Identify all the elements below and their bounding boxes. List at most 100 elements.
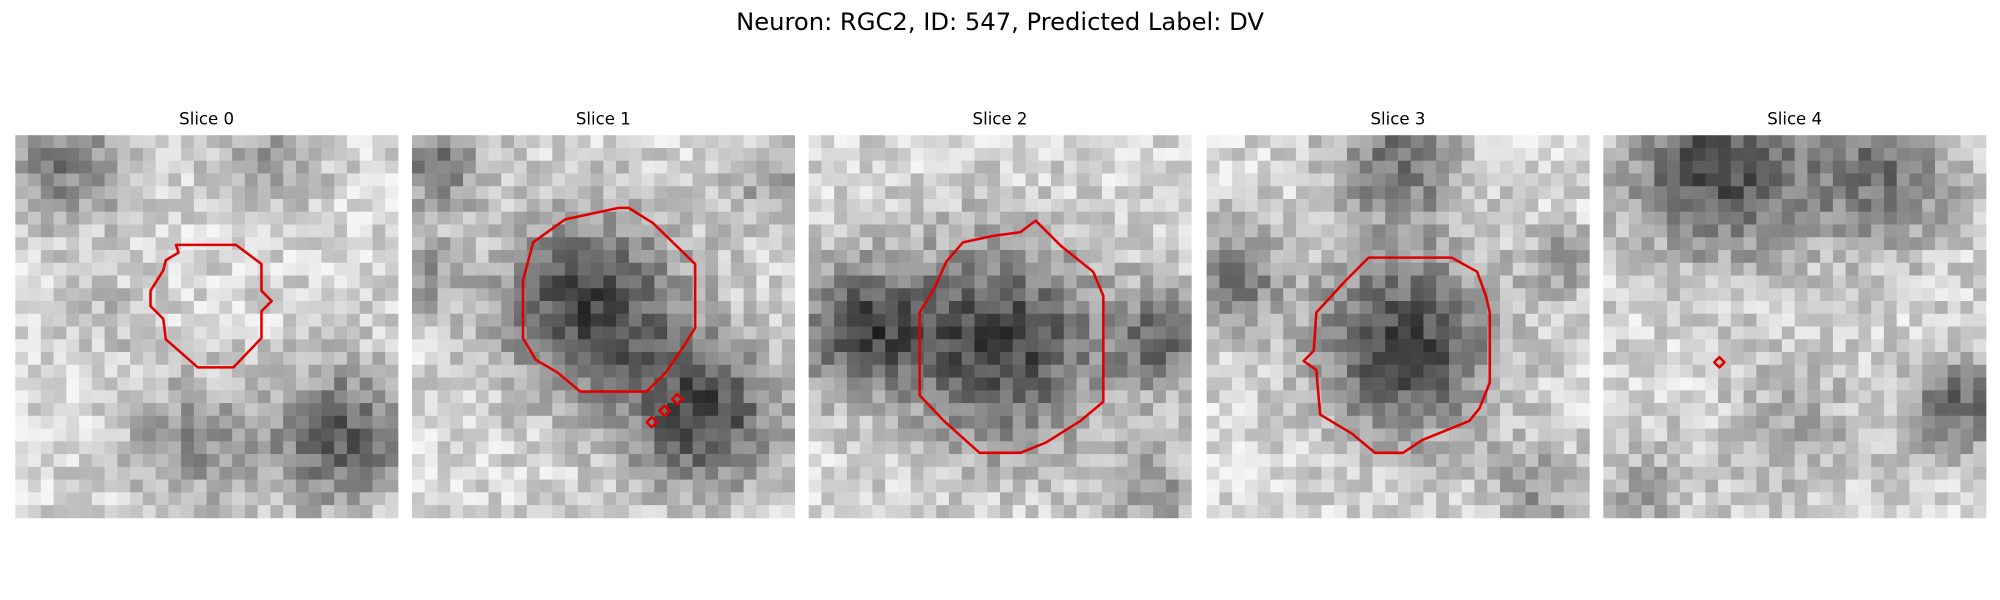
pixel — [1603, 262, 1617, 276]
pixel — [1385, 198, 1399, 213]
pixel — [641, 492, 655, 506]
pixel — [1641, 364, 1655, 378]
pixel — [1397, 352, 1412, 366]
pixel — [1257, 390, 1271, 404]
pixel — [1525, 173, 1539, 187]
pixel — [1883, 250, 1898, 264]
pixel — [1372, 505, 1386, 519]
pixel — [1858, 160, 1872, 174]
pixel — [948, 301, 963, 315]
pixel — [1423, 147, 1437, 162]
pixel — [1270, 250, 1284, 264]
pixel — [1423, 275, 1437, 289]
pixel — [308, 237, 322, 251]
pixel — [1934, 454, 1949, 468]
pixel — [1038, 428, 1052, 442]
pixel — [1858, 301, 1872, 315]
pixel — [859, 173, 873, 187]
pixel — [308, 441, 322, 455]
pixel — [1616, 492, 1630, 506]
pixel — [743, 505, 757, 519]
pixel — [1794, 198, 1808, 213]
pixel — [1807, 454, 1821, 468]
pixel — [1909, 313, 1923, 327]
pixel — [463, 237, 477, 251]
pixel — [321, 441, 335, 455]
pixel — [488, 403, 502, 417]
pixel — [526, 135, 540, 149]
pixel — [885, 428, 899, 442]
pixel — [1334, 288, 1348, 302]
pixel — [1089, 224, 1103, 238]
pixel — [1960, 288, 1974, 302]
pixel — [692, 160, 706, 174]
pixel — [1359, 428, 1373, 442]
pixel — [130, 492, 144, 506]
pixel — [437, 466, 451, 480]
pixel — [872, 466, 886, 480]
pixel — [872, 301, 886, 315]
pixel — [411, 505, 426, 519]
pixel — [577, 428, 591, 442]
pixel — [1321, 237, 1335, 251]
pixel — [1308, 211, 1322, 225]
pixel — [718, 428, 732, 442]
pixel — [1705, 339, 1719, 353]
pixel — [872, 377, 886, 391]
pixel — [488, 441, 502, 455]
pixel — [936, 237, 950, 251]
pixel — [1270, 479, 1284, 493]
pixel — [463, 313, 477, 327]
pixel — [1909, 326, 1923, 340]
pixel — [1206, 364, 1220, 378]
pixel — [1423, 262, 1437, 276]
pixel — [1359, 237, 1373, 251]
pixel — [1973, 377, 1987, 391]
pixel — [743, 428, 757, 442]
pixel — [79, 135, 93, 149]
pixel — [679, 147, 693, 162]
pixel — [181, 428, 195, 442]
pixel — [948, 377, 963, 391]
pixel — [1487, 198, 1501, 213]
pixel — [1500, 364, 1514, 378]
pixel — [936, 160, 950, 174]
pixel — [577, 326, 591, 340]
pixel — [781, 173, 796, 187]
pixel — [821, 339, 835, 353]
pixel — [1308, 479, 1322, 493]
pixel — [244, 415, 259, 429]
pixel — [1667, 173, 1681, 187]
pixel — [193, 454, 208, 468]
pixel — [437, 428, 451, 442]
pixel — [628, 377, 642, 391]
pixel — [1563, 173, 1577, 187]
pixel — [923, 454, 937, 468]
pixel — [1372, 275, 1386, 289]
pixel — [565, 262, 579, 276]
pixel — [1576, 147, 1590, 162]
pixel — [1909, 173, 1923, 187]
pixel — [1270, 441, 1284, 455]
pixel — [501, 390, 515, 404]
pixel — [936, 339, 950, 353]
pixel — [1127, 313, 1141, 327]
pixel — [104, 339, 118, 353]
pixel — [1922, 198, 1936, 213]
pixel — [756, 441, 770, 455]
pixel — [1283, 186, 1297, 200]
pixel — [193, 147, 208, 162]
pixel — [1051, 364, 1065, 378]
pixel — [730, 492, 745, 506]
pixel — [730, 339, 745, 353]
pixel — [834, 479, 848, 493]
pixel — [1628, 275, 1642, 289]
pixel — [1257, 147, 1271, 162]
pixel — [1947, 352, 1961, 366]
pixel — [1576, 250, 1590, 264]
pixel — [1563, 479, 1577, 493]
pixel — [142, 326, 156, 340]
pixel — [257, 479, 271, 493]
pixel — [130, 364, 144, 378]
pixel — [219, 288, 233, 302]
